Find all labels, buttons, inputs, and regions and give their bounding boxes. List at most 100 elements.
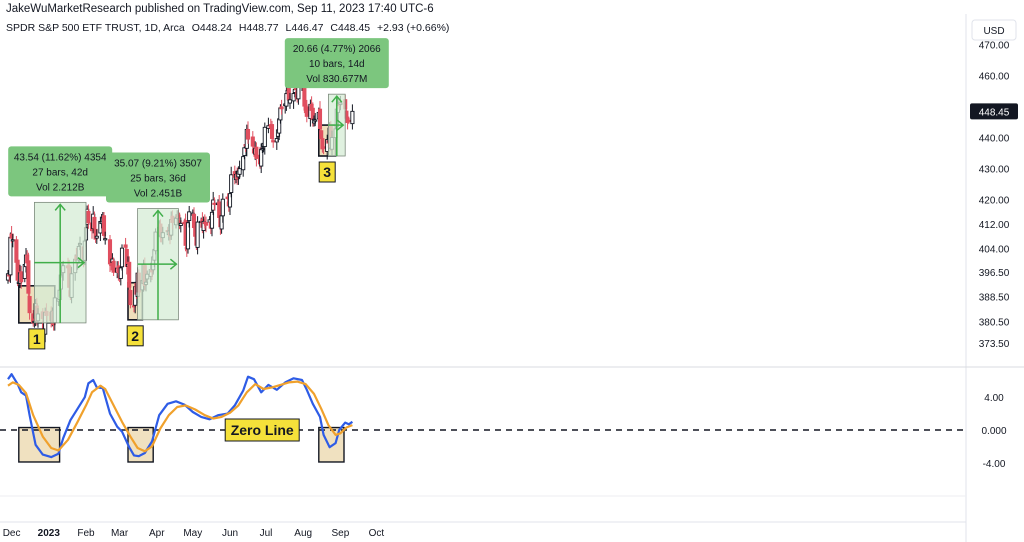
time-tick-label: May	[183, 528, 202, 539]
candle-body	[241, 156, 246, 171]
measure-arrowhead-right	[77, 257, 86, 269]
time-tick-label: Jun	[222, 528, 238, 539]
price-tick-label: 412.00	[979, 220, 1010, 231]
candle-body	[127, 261, 132, 288]
time-tick-label: 2023	[38, 528, 61, 539]
measure-arrowhead-right	[336, 119, 345, 131]
candle-body	[212, 202, 217, 205]
candle-body	[262, 126, 267, 147]
measure-volume: Vol 2.451B	[134, 189, 183, 200]
candle-body	[187, 211, 192, 222]
time-tick-label: Aug	[294, 528, 312, 539]
pattern-number-3	[318, 161, 336, 183]
measure-change: 20.66 (4.77%) 2066	[293, 44, 381, 55]
price-tick-label: 420.00	[979, 195, 1010, 206]
price-tick-label: 404.00	[979, 245, 1010, 256]
measure-label-3	[284, 38, 389, 89]
oscillator-tick-label: -4.00	[983, 459, 1006, 470]
candle-body	[254, 146, 259, 159]
pattern-number-text: 1	[33, 331, 41, 347]
measure-bars: 25 bars, 36d	[130, 174, 186, 185]
legend-symbol: SPDR S&P 500 ETF TRUST, 1D, Arca	[6, 22, 185, 34]
candle-body	[245, 128, 251, 140]
oscillator-tick-label: 0.000	[981, 426, 1006, 437]
candle-body	[92, 216, 97, 229]
candle-body	[15, 259, 20, 281]
candle-body	[317, 108, 323, 129]
candle-body	[111, 260, 116, 273]
candle-body	[279, 106, 284, 110]
symbol-legend: SPDR S&P 500 ETF TRUST, 1D, Arca O448.24…	[6, 22, 453, 34]
time-tick-label: Feb	[77, 528, 95, 539]
price-tick-label: 388.50	[979, 293, 1010, 304]
candle-body	[209, 211, 215, 229]
time-tick-label: Dec	[3, 528, 21, 539]
candle-body	[321, 146, 326, 149]
price-tick-label: 396.50	[979, 268, 1010, 279]
candle-body	[229, 174, 234, 194]
candle-body	[220, 198, 225, 217]
candle-body	[271, 140, 276, 143]
time-tick-label: Mar	[111, 528, 129, 539]
candle-body	[237, 168, 242, 175]
measure-bars: 27 bars, 42d	[32, 167, 88, 178]
oscillator-tick-label: 4.00	[984, 393, 1004, 404]
price-tick-label: 373.50	[979, 339, 1010, 350]
currency-label: USD	[983, 26, 1004, 37]
legend-close: C448.45	[330, 22, 371, 34]
candle-body	[119, 247, 125, 268]
time-tick-label: Jul	[260, 528, 273, 539]
zero-line-label	[224, 418, 300, 442]
legend-low: L446.47	[285, 22, 324, 34]
candle-body	[346, 119, 351, 122]
candle-body	[269, 124, 275, 139]
candle-body	[101, 215, 107, 236]
measure-volume: Vol 830.677M	[306, 74, 367, 85]
price-tick-label: 460.00	[979, 72, 1010, 83]
candle-body	[86, 210, 91, 224]
zero-line-text: Zero Line	[231, 422, 294, 438]
pattern-number-1	[28, 328, 46, 350]
candle-body	[94, 235, 99, 239]
candle-body	[304, 106, 309, 117]
candle-body	[19, 271, 24, 283]
price-tick-label: 430.00	[979, 164, 1010, 175]
measure-arrowhead-up	[152, 209, 164, 218]
candle-body	[203, 222, 209, 226]
last-price-label: 448.45	[979, 107, 1010, 118]
measure-label-2	[106, 152, 210, 203]
time-tick-label: Oct	[369, 528, 385, 539]
pattern-number-text: 2	[131, 328, 139, 344]
publisher-text: JakeWuMarketResearch published on Tradin…	[6, 3, 434, 15]
measure-change: 43.54 (11.62%) 4354	[14, 152, 107, 163]
pattern-number-text: 3	[323, 164, 331, 180]
price-tick-label: 440.00	[979, 133, 1010, 144]
measure-arrowhead-up	[54, 203, 66, 211]
measure-arrowhead-right	[169, 258, 178, 270]
candle-body	[10, 239, 15, 242]
candle-body	[103, 238, 108, 241]
legend-change: +2.93 (+0.66%)	[377, 22, 450, 34]
oscillator-series-2	[7, 380, 353, 453]
legend-high: H448.77	[238, 22, 279, 34]
measure-arrowhead-up	[331, 95, 343, 103]
measure-bars: 10 bars, 14d	[309, 59, 365, 70]
price-tick-label: 380.50	[979, 317, 1010, 328]
price-tick-label: 470.00	[979, 41, 1010, 52]
candle-body	[178, 222, 183, 226]
publisher-header: JakeWuMarketResearch published on Tradin…	[0, 0, 1024, 20]
measure-label-1	[8, 146, 113, 197]
oscillator-series-1	[7, 373, 354, 459]
candle-body	[313, 119, 318, 122]
pattern-number-2	[126, 325, 144, 347]
candle-body	[195, 221, 200, 248]
candle-body	[118, 267, 123, 279]
last-price-badge	[970, 103, 1018, 120]
candle-body	[128, 289, 133, 306]
candle-body	[185, 222, 191, 250]
candle-body	[287, 99, 293, 104]
candle-body	[227, 193, 233, 208]
candle-body	[250, 136, 255, 147]
currency-button[interactable]	[971, 19, 1017, 41]
